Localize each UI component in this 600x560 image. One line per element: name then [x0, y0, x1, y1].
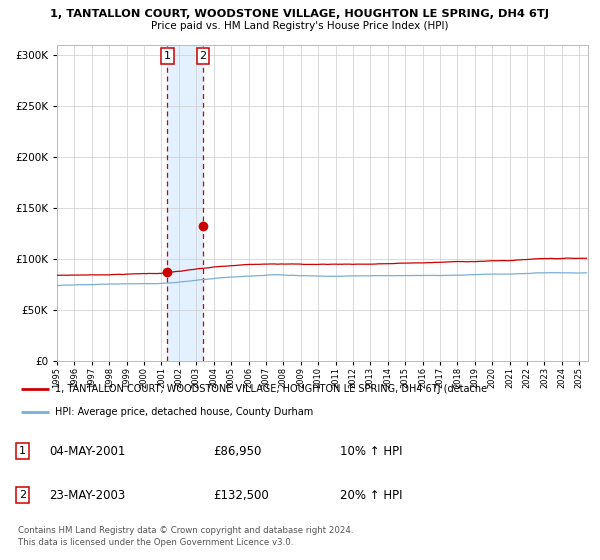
Bar [167, 45, 203, 361]
Text: 1: 1 [164, 51, 171, 61]
Text: 20% ↑ HPI: 20% ↑ HPI [340, 488, 403, 502]
Text: 2: 2 [19, 490, 26, 500]
Text: 1, TANTALLON COURT, WOODSTONE VILLAGE, HOUGHTON LE SPRING, DH4 6TJ (detache: 1, TANTALLON COURT, WOODSTONE VILLAGE, H… [55, 384, 487, 394]
Text: 23-MAY-2003: 23-MAY-2003 [49, 488, 125, 502]
Text: Contains HM Land Registry data © Crown copyright and database right 2024.: Contains HM Land Registry data © Crown c… [18, 526, 353, 535]
Text: 04-MAY-2001: 04-MAY-2001 [49, 445, 126, 458]
Text: This data is licensed under the Open Government Licence v3.0.: This data is licensed under the Open Gov… [18, 538, 293, 547]
Text: 1, TANTALLON COURT, WOODSTONE VILLAGE, HOUGHTON LE SPRING, DH4 6TJ: 1, TANTALLON COURT, WOODSTONE VILLAGE, H… [50, 9, 550, 19]
Text: 1: 1 [19, 446, 26, 456]
Text: £132,500: £132,500 [214, 488, 269, 502]
Text: Price paid vs. HM Land Registry's House Price Index (HPI): Price paid vs. HM Land Registry's House … [151, 21, 449, 31]
Text: 2: 2 [200, 51, 206, 61]
Text: 10% ↑ HPI: 10% ↑ HPI [340, 445, 403, 458]
Text: HPI: Average price, detached house, County Durham: HPI: Average price, detached house, Coun… [55, 407, 313, 417]
Text: £86,950: £86,950 [214, 445, 262, 458]
